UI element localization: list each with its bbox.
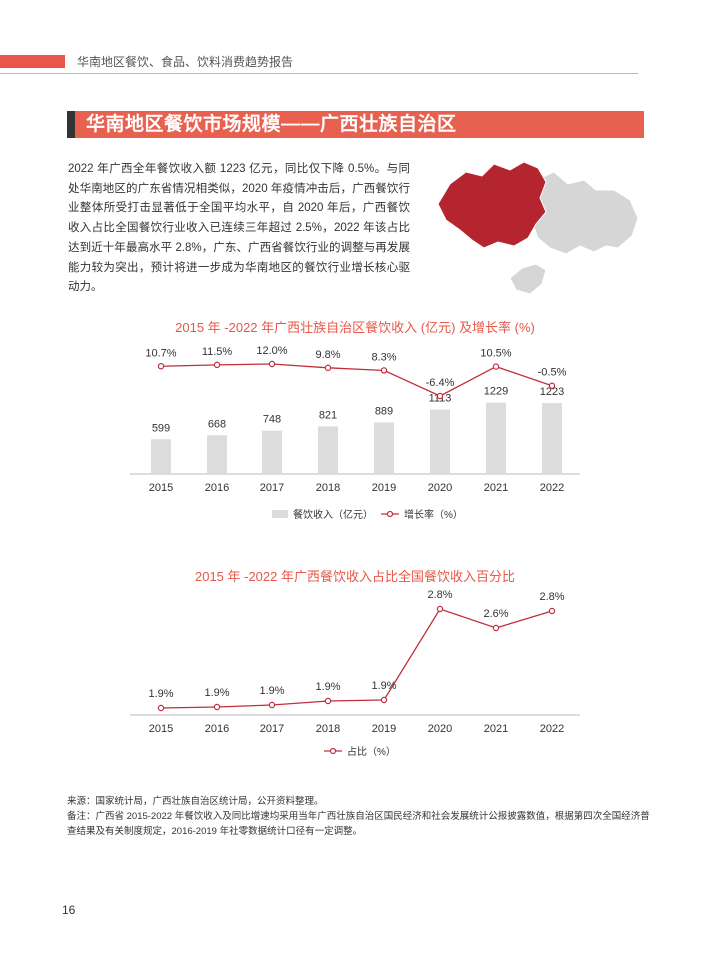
share-label: 1.9% [259,685,284,697]
chart2-x-tick-label: 2015 [149,723,173,735]
revenue-bar-label: 599 [152,422,170,434]
share-point [157,704,165,712]
growth-rate-label: -0.5% [538,367,567,379]
revenue-bar-label: 1223 [540,386,564,398]
share-label: 1.9% [315,681,340,693]
revenue-bar-label: 668 [208,418,226,430]
share-line [160,608,553,709]
share-point [436,605,444,613]
growth-rate-point [548,382,556,389]
growth-rate-label: 11.5% [202,346,233,358]
header-divider [0,73,638,74]
map-region-hainan [509,263,547,295]
growth-rate-point [268,360,276,368]
growth-rate-line [160,363,553,397]
map-region-guangxi [437,161,547,249]
revenue-bar [318,426,338,474]
revenue-bar [486,402,506,474]
legend-share-marker [329,747,337,755]
revenue-bar [374,422,394,474]
share-point [548,607,556,615]
section-title-marker [67,111,75,138]
share-point [380,696,388,704]
revenue-growth-chart: 5992015668201674820178212018889201911132… [130,345,580,521]
remark-note: 备注：广西省 2015-2022 年餐饮收入及同比增速均采用当年广西壮族自治区国… [67,811,650,837]
source-note: 来源：国家统计局，广西壮族自治区统计局，公开资料整理。 [67,796,324,807]
share-point [324,697,332,705]
share-label: 2.8% [427,589,452,601]
share-point [268,701,276,709]
chart2-x-tick-label: 2019 [372,723,396,735]
growth-rate-point [324,364,332,372]
revenue-bar-label: 748 [263,414,281,426]
chart2-x-tick-label: 2018 [316,723,340,735]
guangxi-region-map [437,161,639,295]
page-number: 16 [62,903,76,917]
chart2-x-tick-label: 2022 [540,723,564,735]
chart1-x-tick-label: 2018 [316,482,340,494]
chart1-x-tick-label: 2021 [484,482,508,494]
revenue-bar [430,409,450,474]
growth-rate-point [380,367,388,374]
chart1-x-tick-label: 2016 [205,482,229,494]
share-label: 1.9% [371,680,396,692]
revenue-bar-label: 821 [319,409,337,421]
section-title-bar [67,111,644,138]
chart2-x-tick-label: 2016 [205,723,229,735]
header-accent-bar [0,55,65,68]
chart1-x-tick-label: 2022 [540,482,564,494]
growth-rate-point [157,363,165,370]
growth-rate-label: 8.3% [371,351,396,363]
chart2-x-tick-label: 2021 [484,723,508,735]
share-point [492,624,500,632]
map-region-guangdong [531,171,639,255]
chart1-x-tick-label: 2017 [260,482,284,494]
section-title: 华南地区餐饮市场规模——广西壮族自治区 [86,114,457,135]
legend-line-marker [386,510,394,518]
chart1-title: 2015 年 -2022 年广西壮族自治区餐饮收入 (亿元) 及增长率 (%) [175,320,535,335]
growth-rate-label: 9.8% [315,349,340,361]
share-label: 2.8% [539,591,564,603]
share-label: 1.9% [148,688,173,700]
chart2-title: 2015 年 -2022 年广西餐饮收入占比全国餐饮收入百分比 [194,569,515,584]
share-label: 1.9% [204,687,229,699]
share-point [213,703,221,711]
chart1-x-tick-label: 2019 [372,482,396,494]
growth-rate-point [213,361,221,369]
notes-block: 来源：国家统计局，广西壮族自治区统计局，公开资料整理。 备注：广西省 2015-… [67,794,652,839]
share-label: 2.6% [483,608,508,620]
report-header-title: 华南地区餐饮、食品、饮料消费趋势报告 [77,55,294,69]
chart2-x-tick-label: 2020 [428,723,452,735]
revenue-bar [542,403,562,474]
revenue-bar [262,430,282,474]
revenue-bar [151,439,171,474]
chart1-x-tick-label: 2020 [428,482,452,494]
revenue-bar [207,435,227,474]
legend-share-label: 占比（%） [347,745,396,758]
legend-line-label: 增长率（%） [404,508,463,521]
chart1-x-tick-label: 2015 [149,482,173,494]
chart2-x-tick-label: 2017 [260,723,284,735]
legend-bar-swatch [272,510,288,518]
share-national-chart: 1.9% 2015 1.9% 2016 1.9% 2017 1.9% 2018 1.9% 2019… [130,589,580,758]
intro-paragraph: 2022 年广西全年餐饮收入额 1223 亿元，同比仅下降 0.5%。与同处华南… [68,163,410,294]
growth-rate-label: -6.4% [426,377,455,389]
revenue-bar-label: 889 [375,405,393,417]
growth-rate-label: 10.7% [145,347,176,359]
growth-rate-point [492,363,500,370]
legend-bar-label: 餐饮收入（亿元） [293,508,373,521]
growth-rate-point [436,392,444,400]
growth-rate-label: 12.0% [256,345,287,357]
revenue-bar-label: 1229 [484,386,508,398]
growth-rate-label: 10.5% [480,348,511,360]
